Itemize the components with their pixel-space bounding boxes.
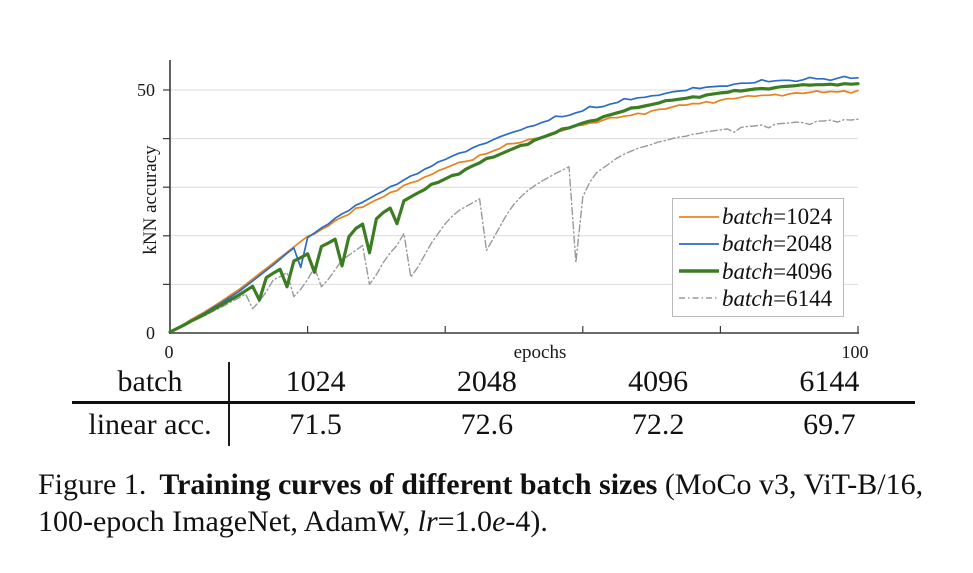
- chart-legend: batch=1024 batch=2048 batch=4096 batch=6…: [672, 198, 844, 317]
- legend-label-batch-1024: batch=1024: [722, 204, 833, 230]
- caption-e: e: [492, 505, 506, 538]
- legend-item-batch-4096: batch=4096: [678, 260, 843, 283]
- legend-line-sample-batch-2048-icon: [679, 242, 719, 245]
- legend-line-sample-batch-6144-icon: [679, 297, 719, 299]
- series-line-batch-4096: [168, 82, 860, 334]
- table-cell-acc-6144: 69.7: [803, 408, 856, 441]
- table-cell-batch-6144: 6144: [743, 362, 915, 404]
- legend-label-batch-4096: batch=4096: [722, 258, 833, 284]
- caption-figure-label: Figure 1.: [38, 468, 147, 501]
- y-tick-label-50: 50: [137, 80, 155, 100]
- table-header-batch: batch: [72, 362, 230, 404]
- legend-line-sample-batch-4096-icon: [679, 269, 719, 273]
- caption-bold-title: Training curves of different batch sizes: [159, 468, 658, 501]
- table-cell-batch-1024: 1024: [230, 362, 402, 404]
- table-cell-batch-2048: 2048: [401, 362, 573, 404]
- table-cell-acc-2048: 72.6: [460, 408, 514, 441]
- x-axis-label: epochs: [514, 342, 567, 363]
- x-tick-label-0: 0: [165, 342, 174, 362]
- series-line-batch-2048: [169, 75, 859, 333]
- caption-lr-value: =1.0: [437, 505, 493, 538]
- table-cell-acc-4096: 72.2: [631, 408, 685, 441]
- x-tick-label-100: 100: [842, 342, 869, 362]
- caption-tail: -4).: [505, 505, 548, 538]
- series-line-batch-6144: [169, 118, 859, 333]
- training-curves-chart: 50 0 0 100 epochs kNN accuracy: [137, 60, 869, 363]
- series-line-batch-1024: [169, 89, 859, 333]
- y-tick-label-0: 0: [146, 323, 155, 343]
- caption-lr: lr: [417, 505, 438, 538]
- legend-item-batch-2048: batch=2048: [678, 232, 843, 255]
- table-cell-batch-4096: 4096: [572, 362, 744, 404]
- plot-area: [163, 60, 860, 334]
- results-table: batch 1024 2048 4096 6144 linear acc. 71…: [72, 362, 915, 446]
- legend-item-batch-6144: batch=6144: [678, 287, 843, 310]
- caption-text: (MoCo v3, ViT-B/16, 100-epoch ImageNet, …: [38, 468, 924, 538]
- legend-item-batch-1024: batch=1024: [678, 205, 843, 228]
- legend-label-batch-6144: batch=6144: [722, 285, 833, 311]
- legend-line-sample-batch-1024-icon: [679, 215, 719, 218]
- y-axis-label: kNN accuracy: [140, 145, 161, 255]
- table-cell-acc-1024: 71.5: [289, 408, 342, 441]
- legend-label-batch-2048: batch=2048: [722, 231, 833, 257]
- figure-caption: Figure 1. Training curves of different ba…: [38, 466, 958, 540]
- table-header-linear-acc: linear acc.: [72, 404, 230, 446]
